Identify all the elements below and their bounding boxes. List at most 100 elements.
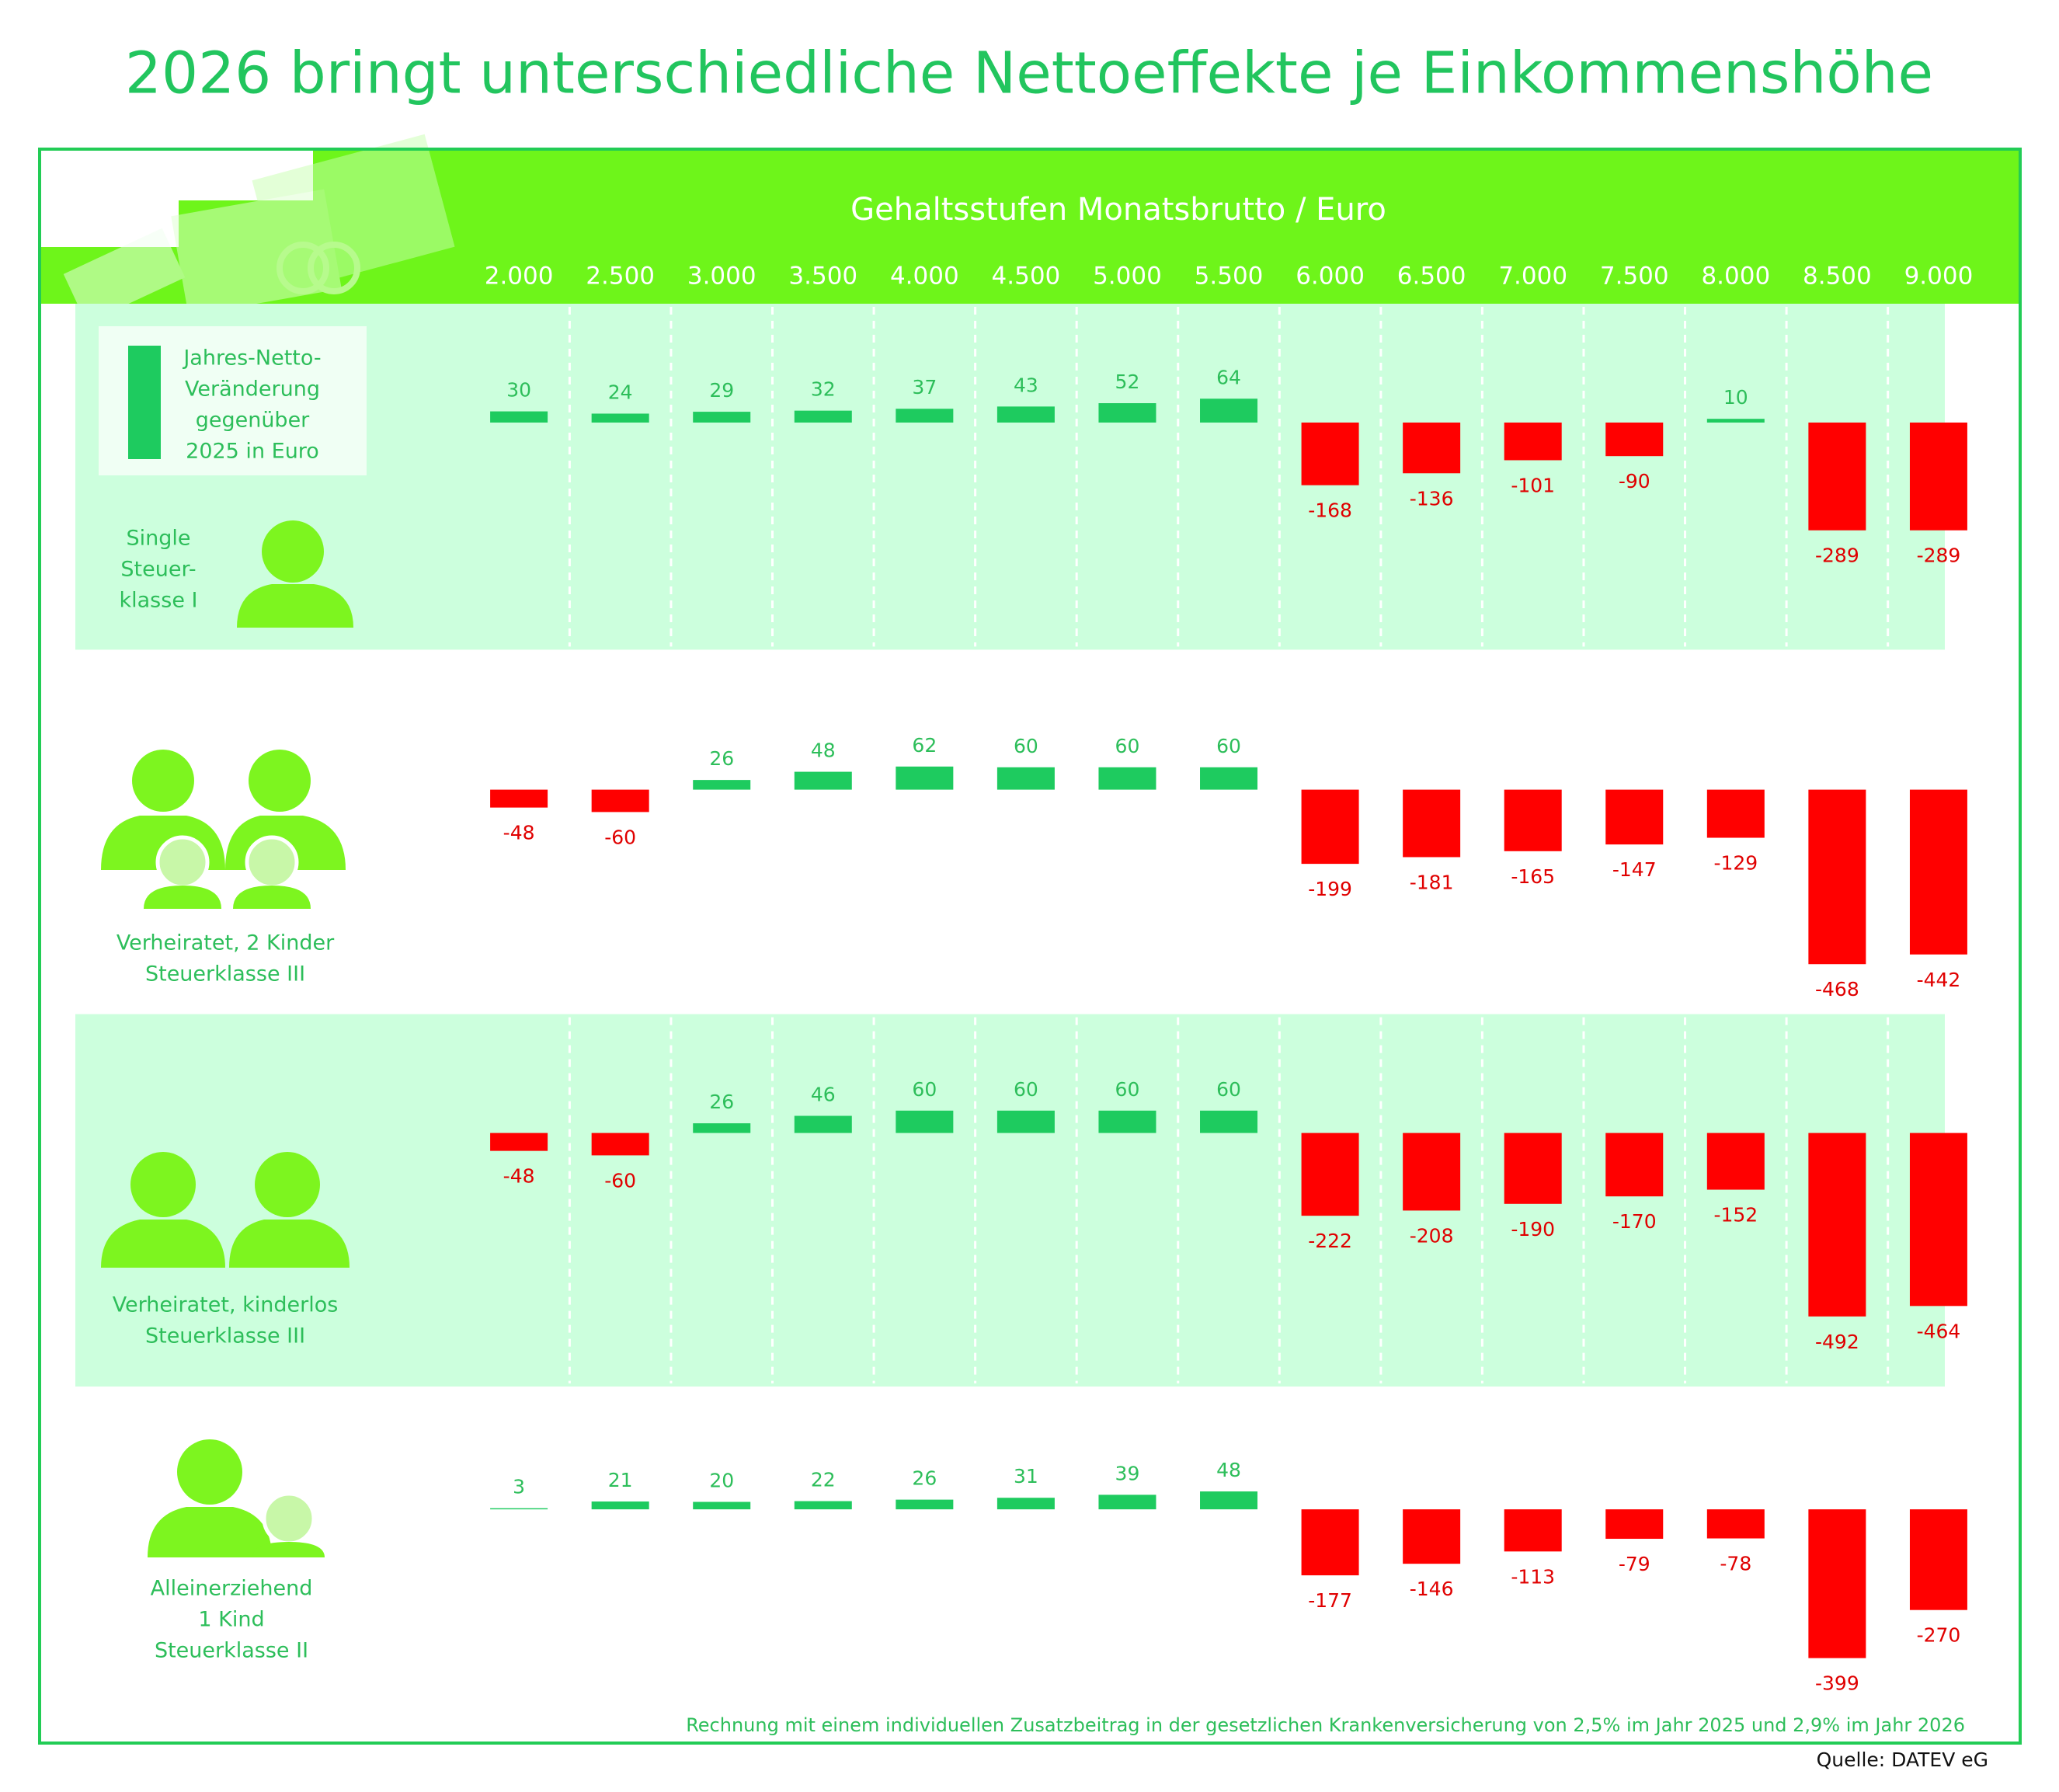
icon-body <box>148 1507 272 1557</box>
bar <box>1504 1509 1562 1552</box>
value-label: 31 <box>1014 1465 1038 1488</box>
value-label: -208 <box>1410 1224 1454 1247</box>
value-label: 26 <box>709 1091 734 1113</box>
series-label: klasse I <box>120 589 198 613</box>
bar <box>1403 1509 1461 1564</box>
icon-child <box>262 1491 316 1546</box>
bar <box>1909 423 1967 531</box>
value-label: 32 <box>811 378 836 401</box>
value-label: -60 <box>604 826 636 848</box>
value-label: 60 <box>1115 1078 1140 1101</box>
icon-body <box>229 1220 350 1268</box>
bar <box>1200 1491 1258 1510</box>
frame <box>38 148 2022 1745</box>
bar <box>1909 789 1967 955</box>
bar <box>1301 423 1359 485</box>
value-label: 64 <box>1216 366 1241 388</box>
bar <box>1605 1509 1664 1540</box>
icon-child <box>245 835 299 889</box>
x-tick-label: 7.500 <box>1600 263 1669 291</box>
value-label: 48 <box>1216 1459 1241 1481</box>
bar <box>591 789 649 812</box>
value-label: 43 <box>1014 374 1038 396</box>
value-label: -129 <box>1713 852 1758 875</box>
bar <box>794 1115 852 1133</box>
x-tick-label: 3.000 <box>687 263 756 291</box>
x-tick-label: 5.000 <box>1093 263 1162 291</box>
value-label: -147 <box>1612 858 1657 881</box>
bar <box>490 411 548 423</box>
bar <box>693 1123 751 1133</box>
value-label: -190 <box>1511 1218 1555 1240</box>
bar <box>693 1501 751 1510</box>
bar <box>490 789 548 808</box>
x-tick-label: 8.500 <box>1803 263 1872 291</box>
value-label: -289 <box>1815 545 1859 567</box>
value-label: 22 <box>811 1469 836 1491</box>
x-tick-label: 5.500 <box>1195 263 1264 291</box>
bar <box>996 767 1055 790</box>
series-label: Steuer- <box>120 558 196 582</box>
value-label: 60 <box>1014 735 1038 757</box>
value-label: -146 <box>1410 1578 1454 1600</box>
icon-body <box>237 584 353 628</box>
bar <box>896 1499 954 1510</box>
icon-head <box>255 1152 320 1217</box>
value-label: 62 <box>912 734 937 757</box>
icon-head <box>262 520 324 583</box>
x-tick-label: 7.000 <box>1498 263 1567 291</box>
banknote <box>63 228 186 324</box>
icon-single <box>237 520 353 628</box>
value-label: -442 <box>1917 969 1961 991</box>
bar <box>1504 789 1562 851</box>
banknote-ring <box>277 242 329 294</box>
bar <box>1706 789 1765 838</box>
bar <box>1808 1509 1866 1658</box>
bar <box>1301 789 1359 865</box>
series-label: Alleinerziehend <box>151 1577 313 1601</box>
bar <box>1808 789 1866 965</box>
icon-couple <box>101 1152 350 1268</box>
series-label: Steuerklasse III <box>145 962 305 986</box>
legend-label: Veränderung <box>185 378 320 402</box>
value-label: -492 <box>1815 1331 1859 1353</box>
value-label: 60 <box>1216 735 1241 757</box>
value-label: 60 <box>1216 1078 1241 1101</box>
value-label: -199 <box>1308 878 1352 900</box>
icon-head <box>249 750 311 812</box>
series-label: Verheiratet, kinderlos <box>113 1293 339 1317</box>
bar <box>1605 423 1664 457</box>
value-label: 48 <box>811 739 836 762</box>
value-label: -48 <box>503 1165 535 1188</box>
banknote-ring <box>308 242 360 294</box>
bar <box>1200 767 1258 790</box>
icon-body <box>101 1220 225 1268</box>
series-label: Verheiratet, 2 Kinder <box>117 931 335 955</box>
value-label: 10 <box>1723 386 1748 409</box>
x-tick-label: 4.500 <box>992 263 1061 291</box>
legend-label: gegenüber <box>196 409 310 433</box>
bar <box>794 410 852 423</box>
bar <box>1706 1133 1765 1190</box>
bar <box>693 412 751 423</box>
bar <box>1301 1133 1359 1216</box>
value-label: -222 <box>1308 1230 1352 1252</box>
bar <box>1098 1110 1156 1133</box>
bar <box>996 1110 1055 1133</box>
chart-title: 2026 bringt unterschiedliche Nettoeffekt… <box>125 40 1933 107</box>
bar <box>1098 1494 1156 1510</box>
value-label: -48 <box>503 822 535 844</box>
icon-child <box>155 835 210 889</box>
x-tick-label: 8.000 <box>1701 263 1770 291</box>
value-label: -168 <box>1308 499 1352 522</box>
bar <box>1504 423 1562 461</box>
bar <box>794 1501 852 1510</box>
bar <box>490 1508 548 1510</box>
bar <box>1605 1133 1664 1197</box>
bar <box>1808 423 1866 531</box>
value-label: 46 <box>811 1084 836 1106</box>
bar <box>896 1110 954 1133</box>
value-label: -468 <box>1815 978 1859 1000</box>
bar <box>896 766 954 790</box>
